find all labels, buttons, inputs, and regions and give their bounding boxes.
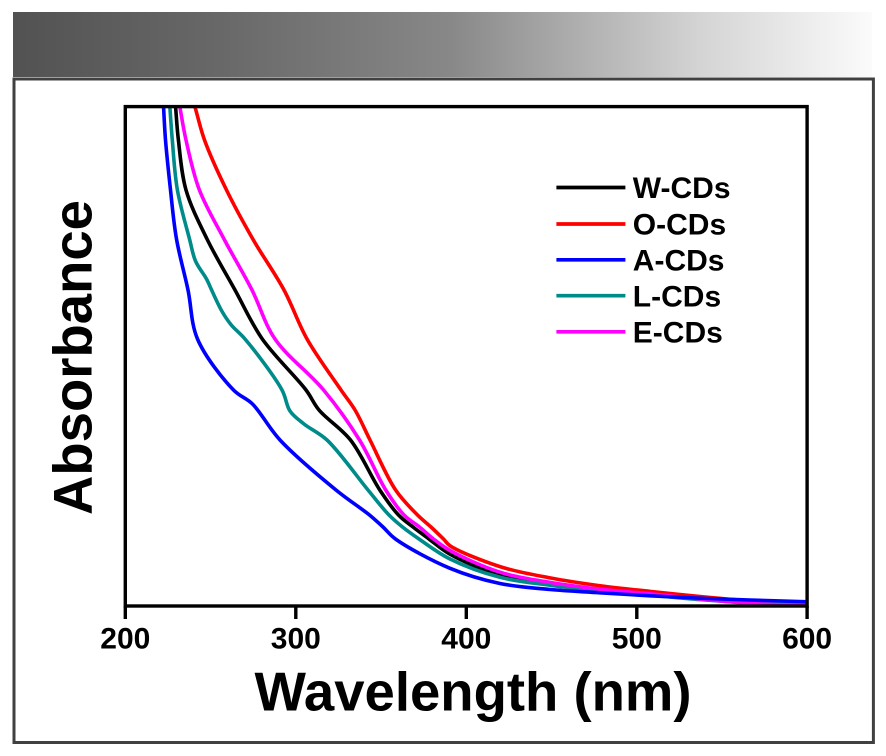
svg-text:400: 400 — [441, 623, 491, 656]
svg-text:600: 600 — [782, 623, 832, 656]
svg-text:O-CDs: O-CDs — [633, 209, 726, 242]
svg-text:300: 300 — [271, 623, 321, 656]
svg-text:Absorbance: Absorbance — [43, 200, 104, 515]
svg-text:Wavelength (nm): Wavelength (nm) — [254, 662, 691, 723]
svg-text:E-CDs: E-CDs — [633, 317, 723, 350]
svg-text:200: 200 — [100, 623, 150, 656]
svg-text:500: 500 — [612, 623, 662, 656]
svg-text:A-CDs: A-CDs — [633, 245, 725, 278]
svg-text:W-CDs: W-CDs — [633, 172, 731, 205]
svg-text:L-CDs: L-CDs — [633, 280, 721, 313]
